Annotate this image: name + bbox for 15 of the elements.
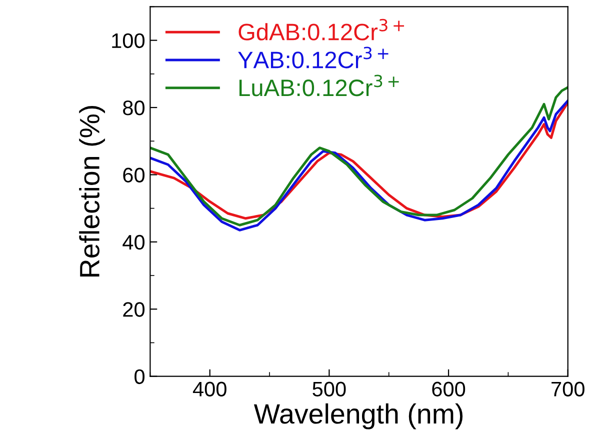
x-tick-label: 700 <box>552 382 584 396</box>
y-tick-label: 80 <box>123 100 144 116</box>
legend-label: GdAB:0.12Cr$^{3+}$ <box>238 18 404 40</box>
y-tick-label: 40 <box>122 234 144 250</box>
legend-label: YAB:0.12Cr$^{3+}$ <box>238 46 388 68</box>
y-tick-label: 60 <box>123 168 144 182</box>
legend-label: LuAB:0.12Cr$^{3+}$ <box>239 74 399 96</box>
y-tick-label: 0 <box>134 369 144 384</box>
x-tick-label: 400 <box>192 382 226 396</box>
x-tick-label: 600 <box>432 382 466 396</box>
x-tick-label: 500 <box>312 382 346 396</box>
x-axis-title: Wavelength (nm) <box>254 403 463 430</box>
y-axis-title: Reflection (%) <box>79 106 105 276</box>
y-tick-label: 20 <box>123 302 144 317</box>
y-tick-label: 100 <box>112 33 145 48</box>
